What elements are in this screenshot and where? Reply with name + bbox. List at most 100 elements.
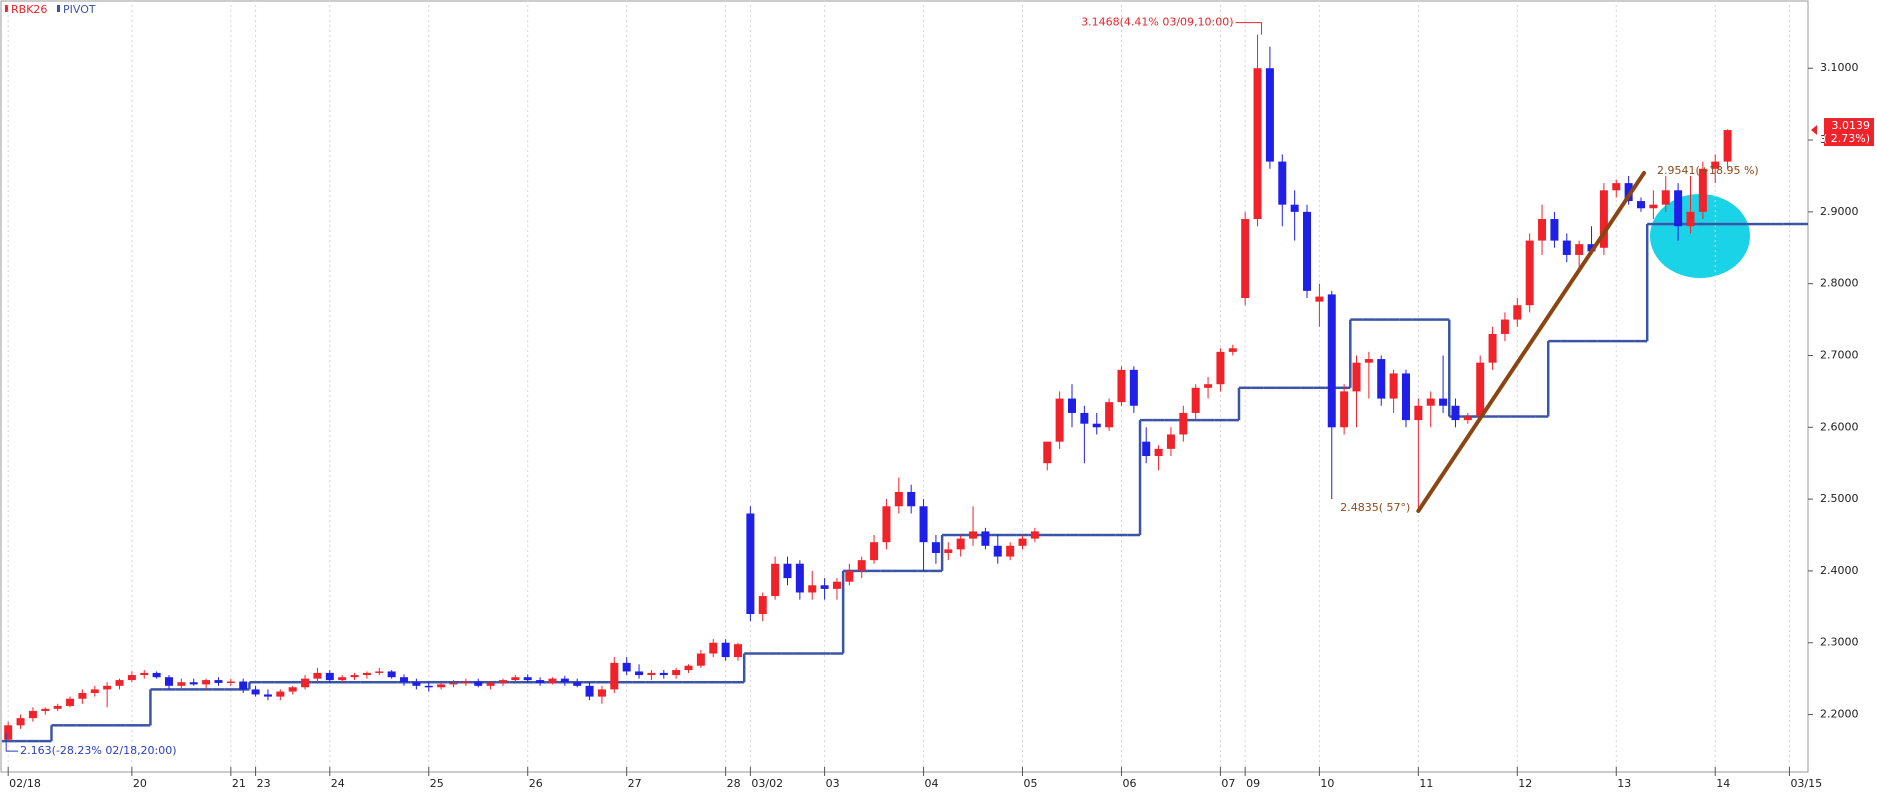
candle-body [177,682,186,686]
candle-body [808,585,817,593]
y-tick-label: 2.2000 [1820,708,1859,721]
candle-body [1538,219,1547,241]
x-tick-label: 12 [1518,777,1532,790]
candle-body [115,680,124,686]
x-tick-label: 14 [1716,777,1730,790]
candle-body [1500,319,1509,334]
candle-body [993,545,1002,557]
candle-body [771,563,780,597]
x-tick-label: 06 [1122,777,1136,790]
candle-body [1587,244,1596,252]
candle-body [758,596,767,615]
y-tick-label: 2.6000 [1820,420,1859,433]
candle-body [66,698,75,706]
candle-body [16,718,25,726]
candle-body [1711,161,1720,169]
candle-body [931,542,940,553]
plot-frame [0,0,1809,773]
y-tick-label: 2.3000 [1820,636,1859,649]
candle-body [622,662,631,672]
candle-body [944,549,953,553]
x-tick-label: 04 [925,777,939,790]
candle-body [1253,68,1262,220]
candle-body [573,682,582,686]
candle-body [820,585,829,589]
candle-body [1067,398,1076,413]
candle-body [338,677,347,681]
candle-body [362,672,371,676]
candle-body [1389,373,1398,399]
candle-body [1414,405,1423,421]
candle-body [350,675,359,678]
candle-body [1723,130,1732,162]
price-tag-pointer [1811,125,1817,136]
candle-body [1525,240,1534,306]
candle-body [1476,362,1485,417]
candle-body [1612,183,1621,191]
candle-body [1637,201,1646,209]
candle-body [610,662,619,690]
candle-body [1463,416,1472,421]
candle-body [696,653,705,666]
candle-body [709,642,718,654]
candle-body [1686,211,1695,227]
legend-label: PIVOT [63,3,96,16]
legend-label: RBK26 [11,3,47,16]
candle-body [1018,538,1027,546]
x-tick-label: 05 [1024,777,1038,790]
candle-body [845,570,854,582]
candle-body [585,685,594,697]
candle-body [1092,423,1101,428]
candle-body [1204,384,1213,388]
candle-body [1055,398,1064,442]
candle-body [1216,351,1225,385]
y-tick-label: 3.1000 [1820,61,1859,74]
candle-body [1426,398,1435,406]
candle-body [672,670,681,676]
candle-body [1191,387,1200,413]
candle-body [1327,294,1336,428]
candle-body [4,725,13,740]
x-tick-label: 10 [1320,777,1334,790]
candle-body [1265,68,1274,162]
x-tick-label: 26 [529,777,543,790]
candle-body [1439,398,1448,406]
candle-body [313,672,322,679]
candle-body [956,538,965,550]
candle-body [635,671,644,676]
candle-body [1575,244,1584,255]
candle-body [1315,296,1324,302]
candle-body [523,677,532,681]
candle-body [449,682,458,685]
candle-body [288,687,297,692]
candle-body [1513,305,1522,320]
candle-body [152,672,161,678]
candle-body [560,678,569,683]
annotation: 2.4835( 57°) [1340,501,1410,514]
candle-body [1303,211,1312,291]
candle-body [1562,240,1571,255]
candle-body [498,680,507,683]
x-tick-label: 20 [133,777,147,790]
candle-body [1278,161,1287,205]
candle-body [1290,204,1299,212]
x-tick-label: 23 [257,777,271,790]
candle-body [375,671,384,673]
candle-body [474,681,483,686]
candle-body [1142,441,1151,457]
candle-body [882,506,891,543]
candle-body [1043,441,1052,464]
candle-body [1451,405,1460,421]
x-tick-label: 07 [1221,777,1235,790]
candle-body [214,680,223,683]
candle-body [1550,219,1559,241]
candle-body [1006,545,1015,557]
price-tag-change: ( 2.73%) [1823,132,1870,145]
x-tick-label: 28 [727,777,741,790]
candle-body [832,581,841,589]
x-tick-label: 13 [1617,777,1631,790]
x-tick-label: 25 [430,777,444,790]
candle-body [1340,391,1349,428]
annotation-leader [5,733,19,752]
